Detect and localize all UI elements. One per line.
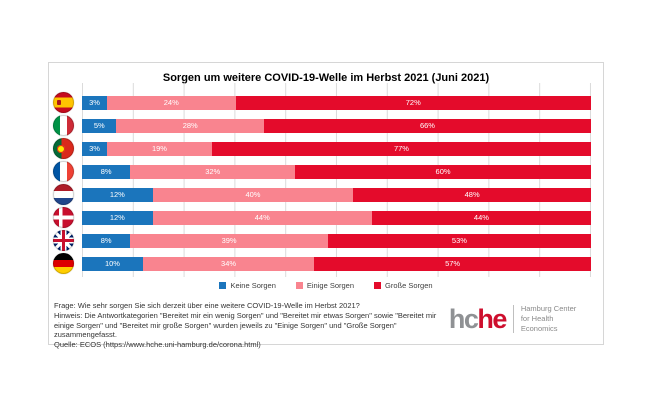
bar-value-label: 39%: [221, 236, 237, 245]
logo-subtitle-line1: Hamburg Center: [520, 304, 577, 313]
flag-icon-uk: [53, 230, 74, 251]
flag-icon-denmark: [53, 207, 74, 228]
bar-segment: 34%: [142, 256, 315, 271]
bar-segment: 39%: [130, 233, 328, 248]
bar-segment: 77%: [211, 141, 591, 156]
bar-value-label: 34%: [221, 259, 237, 268]
bar-value-label: 5%: [93, 121, 105, 130]
bar-segment: 44%: [152, 210, 372, 225]
bar-row: 3% 19% 77%: [49, 137, 603, 160]
plot-area: 3% 24% 72% 5% 28% 66% 3% 19% 77% 8% 32% 60% 12% 4…: [49, 83, 603, 277]
flag-icon-germany: [53, 253, 74, 274]
legend-item-grosse-sorgen: Große Sorgen: [374, 281, 433, 290]
legend-label: Keine Sorgen: [230, 280, 276, 290]
bar-value-label: 3%: [89, 98, 100, 107]
bar-value-label: 12%: [109, 213, 125, 222]
bar-rows: 3% 24% 72% 5% 28% 66% 3% 19% 77% 8% 32% 60% 12% 4…: [49, 91, 603, 275]
bar-value-label: 8%: [100, 236, 112, 245]
hche-wordmark-red: he: [477, 304, 507, 334]
legend-swatch-icon: [295, 281, 303, 289]
logo-divider: [512, 305, 514, 333]
bar-value-label: 66%: [419, 121, 435, 130]
footnotes: Frage: Wie sehr sorgen Sie sich derzeit …: [54, 301, 449, 350]
bar-segment: 5%: [82, 118, 117, 133]
flag-icon-france: [53, 161, 74, 182]
legend-swatch-icon: [219, 281, 227, 289]
logo-subtitle-line2: for Health Economics: [520, 314, 558, 333]
bar-segment: 19%: [107, 141, 212, 156]
bar-row: 10% 34% 57%: [49, 252, 603, 275]
bar-value-label: 44%: [473, 213, 489, 222]
bar-segment: 8%: [82, 233, 131, 248]
bar-segment: 44%: [371, 210, 591, 225]
bar-value-label: 28%: [182, 121, 198, 130]
bar-segment: 32%: [130, 164, 296, 179]
bar-value-label: 8%: [100, 167, 112, 176]
bar-track: 3% 24% 72%: [82, 95, 591, 110]
bar-value-label: 48%: [464, 190, 480, 199]
bar-segment: 53%: [327, 233, 591, 248]
bar-track: 10% 34% 57%: [82, 256, 591, 271]
bar-row: 3% 24% 72%: [49, 91, 603, 114]
bar-segment: 8%: [82, 164, 131, 179]
bar-segment: 12%: [82, 187, 153, 202]
bar-track: 3% 19% 77%: [82, 141, 591, 156]
footnote-frage: Frage: Wie sehr sorgen Sie sich derzeit …: [54, 301, 360, 310]
flag-icon-spain: [53, 92, 74, 113]
hche-wordmark-gray: hc: [448, 304, 479, 334]
bar-value-label: 72%: [405, 98, 421, 107]
legend-item-keine-sorgen: Keine Sorgen: [219, 280, 276, 290]
flag-icon-portugal: [53, 138, 74, 159]
bar-value-label: 44%: [254, 213, 270, 222]
bar-value-label: 19%: [151, 144, 167, 153]
bar-segment: 3%: [82, 95, 108, 110]
bar-value-label: 53%: [451, 236, 467, 245]
bar-segment: 60%: [295, 164, 591, 179]
bar-value-label: 3%: [89, 144, 100, 153]
chart-title: Sorgen um weitere COVID-19-Welle im Herb…: [162, 72, 490, 84]
legend-label: Einige Sorgen: [306, 280, 355, 290]
bar-value-label: 10%: [104, 259, 120, 268]
footnote-quelle: Quelle: ECOS (https://www.hche.uni-hambu…: [54, 340, 261, 350]
legend: Keine Sorgen Einige Sorgen Große Sorgen: [49, 278, 603, 292]
bar-value-label: 40%: [245, 190, 261, 199]
bar-segment: 57%: [314, 256, 591, 271]
bar-value-label: 57%: [445, 259, 461, 268]
bar-row: 8% 39% 53%: [49, 229, 603, 252]
bar-track: 8% 39% 53%: [82, 233, 591, 248]
hche-wordmark: hche: [448, 304, 508, 334]
bar-segment: 48%: [353, 187, 591, 202]
bar-segment: 10%: [82, 256, 143, 271]
bar-track: 5% 28% 66%: [82, 118, 591, 133]
legend-label: Große Sorgen: [385, 280, 433, 290]
bar-value-label: 77%: [393, 144, 409, 153]
bar-segment: 40%: [152, 187, 354, 202]
bar-value-label: 24%: [163, 98, 179, 107]
bar-row: 5% 28% 66%: [49, 114, 603, 137]
bar-value-label: 32%: [205, 167, 221, 176]
legend-swatch-icon: [374, 281, 382, 289]
bar-segment: 66%: [263, 118, 591, 133]
bar-value-label: 60%: [435, 167, 451, 176]
logo-subtitle: Hamburg Center for Health Economics: [521, 304, 591, 334]
bar-segment: 24%: [107, 95, 236, 110]
bar-segment: 28%: [116, 118, 264, 133]
bar-track: 8% 32% 60%: [82, 164, 591, 179]
bar-track: 12% 44% 44%: [82, 210, 591, 225]
footer: Frage: Wie sehr sorgen Sie sich derzeit …: [49, 292, 603, 350]
bar-value-label: 12%: [109, 190, 125, 199]
bar-segment: 72%: [235, 95, 591, 110]
bar-row: 12% 40% 48%: [49, 183, 603, 206]
chart-card: Sorgen um weitere COVID-19-Welle im Herb…: [48, 62, 604, 349]
bar-row: 8% 32% 60%: [49, 160, 603, 183]
hche-logo: hche Hamburg Center for Health Economics: [449, 304, 591, 334]
bar-row: 12% 44% 44%: [49, 206, 603, 229]
flag-icon-netherlands: [53, 184, 74, 205]
legend-item-einige-sorgen: Einige Sorgen: [295, 280, 355, 290]
flag-icon-italy: [53, 115, 74, 136]
bar-segment: 3%: [82, 141, 108, 156]
bar-segment: 12%: [82, 210, 153, 225]
footnote-hinweis: Hinweis: Die Antwortkategorien "Bereitet…: [54, 310, 437, 340]
bar-track: 12% 40% 48%: [82, 187, 591, 202]
